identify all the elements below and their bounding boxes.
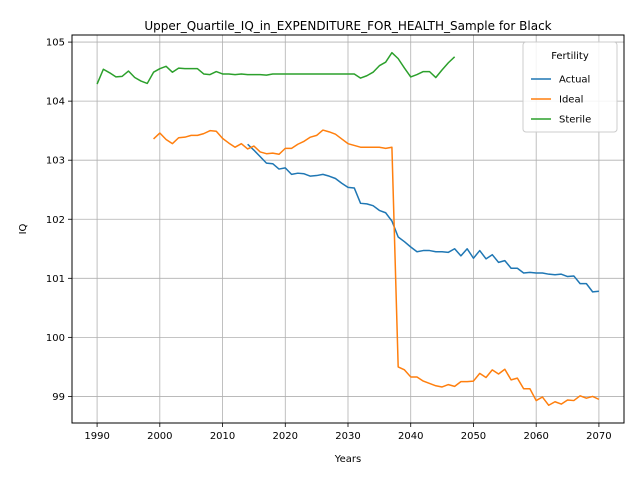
x-tick-label: 2000: [147, 431, 172, 442]
legend-label-actual: Actual: [559, 75, 590, 86]
y-tick-label: 100: [46, 333, 65, 344]
y-tick-label: 102: [46, 215, 65, 226]
x-tick-label: 2030: [335, 431, 360, 442]
legend-items: Actual Ideal Sterile: [531, 75, 591, 126]
series-line-ideal: [153, 129, 600, 407]
x-axis: 1990 2000 2010 2020 2030 2040 2050 2060 2070: [84, 423, 612, 442]
y-tick-label: 99: [52, 392, 65, 403]
legend-title: Fertility: [551, 51, 589, 62]
y-tick-label: 103: [46, 156, 65, 167]
legend-box: [522, 41, 618, 133]
chart-title: Upper_Quartile_IQ_in_EXPENDITURE_FOR_HEA…: [144, 19, 551, 33]
x-tick-label: 2020: [273, 431, 298, 442]
series-line-actual: [247, 143, 599, 293]
legend-label-sterile: Sterile: [559, 115, 591, 126]
series-line-sterile: [96, 51, 456, 85]
y-axis-label: IQ: [18, 223, 29, 234]
x-tick-label: 1990: [84, 431, 109, 442]
legend: Fertility Actual Ideal Sterile: [522, 41, 618, 133]
x-tick-label: 2010: [210, 431, 235, 442]
legend-label-ideal: Ideal: [559, 95, 583, 106]
x-tick-label: 2050: [461, 431, 486, 442]
x-tick-label: 2060: [523, 431, 548, 442]
y-tick-label: 101: [46, 274, 65, 285]
y-axis: 99 100 101 102 103 104 105: [46, 38, 72, 403]
series-layer: [96, 51, 600, 407]
x-tick-label: 2040: [398, 431, 423, 442]
x-axis-label: Years: [334, 454, 361, 465]
y-tick-label: 104: [46, 97, 65, 108]
x-tick-label: 2070: [586, 431, 611, 442]
y-tick-label: 105: [46, 38, 65, 49]
